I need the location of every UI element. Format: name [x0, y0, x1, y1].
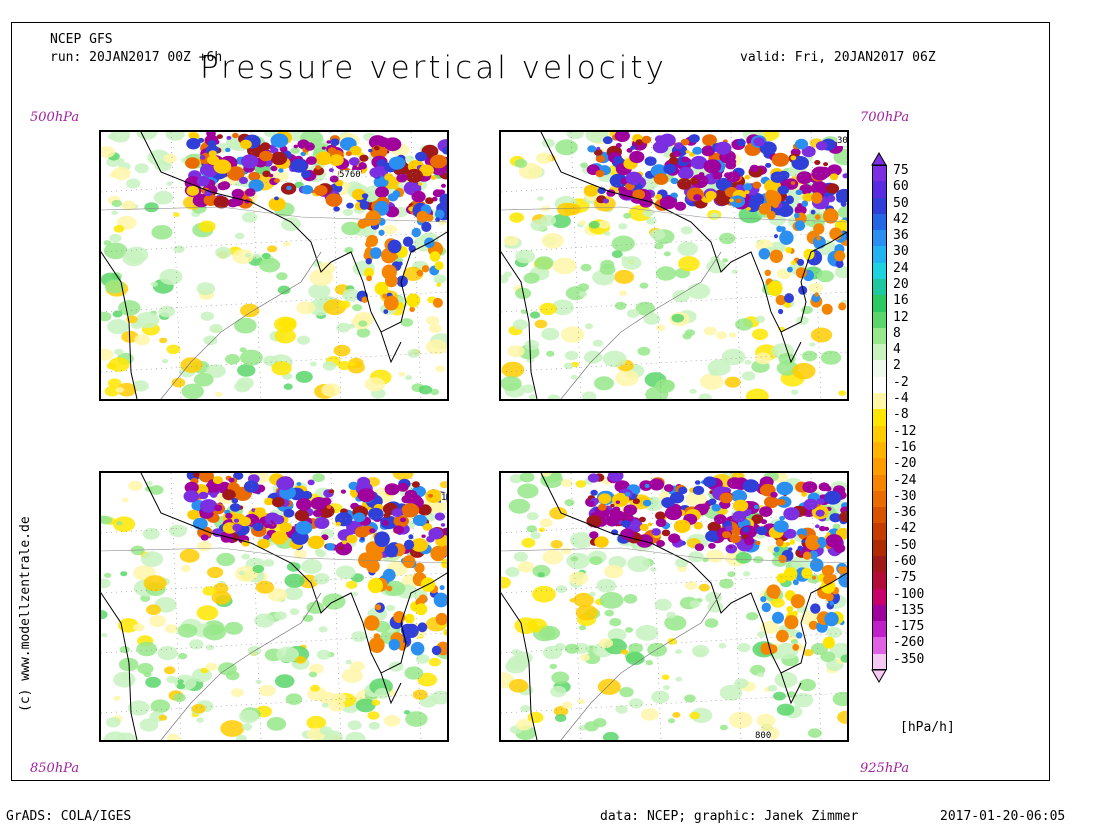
legend-label: 12	[893, 309, 909, 325]
legend-label: 20	[893, 277, 909, 293]
legend-swatch	[872, 165, 887, 182]
legend-label: -100	[893, 586, 925, 602]
legend-label: -8	[893, 407, 909, 423]
legend-label: 30	[893, 244, 909, 260]
legend-swatch	[872, 637, 887, 654]
legend-label: -50	[893, 537, 917, 553]
legend-label: -16	[893, 439, 917, 455]
footer-software: GrADS: COLA/IGES	[6, 809, 132, 824]
watermark: (c) www.modellzentrale.de	[18, 516, 33, 712]
contour-label: 30	[837, 136, 848, 146]
legend-swatch	[872, 490, 887, 508]
plot-frame	[11, 22, 1050, 781]
legend-swatch	[872, 295, 887, 312]
footer-timestamp: 2017-01-20-06:05	[940, 809, 1066, 824]
legend-swatch	[872, 327, 887, 345]
map-title: Pressure vertical velocity	[200, 50, 667, 86]
legend-swatch	[872, 604, 887, 622]
legend-swatch	[872, 588, 887, 605]
legend-swatch	[872, 458, 887, 475]
legend-label: 2	[893, 358, 901, 374]
legend-swatch	[872, 262, 887, 280]
legend-swatch	[872, 555, 887, 573]
legend-label: 8	[893, 325, 901, 341]
map-panel-850: 1	[99, 471, 449, 742]
legend-label: -30	[893, 488, 917, 504]
map-panel-925: 800	[499, 471, 849, 742]
contour-label: 800	[755, 731, 772, 741]
legend-swatch	[872, 474, 887, 491]
legend-swatch	[872, 507, 887, 524]
map-svg-700	[501, 132, 847, 399]
level-label-850: 850hPa	[30, 761, 80, 776]
run-info: run: 20JAN2017 00Z +6h	[50, 50, 223, 65]
level-label-700: 700hPa	[860, 110, 910, 125]
level-label-925: 925hPa	[860, 761, 910, 776]
model-name: NCEP GFS	[50, 32, 113, 47]
legend-swatch	[872, 376, 887, 394]
legend-swatch	[872, 311, 887, 328]
level-label-500: 500hPa	[30, 110, 80, 125]
legend-label: -4	[893, 391, 909, 407]
legend-label: -12	[893, 423, 917, 439]
legend-label: -2	[893, 374, 909, 390]
legend-swatch	[872, 653, 887, 670]
legend-swatch	[872, 425, 887, 442]
legend-swatch	[872, 409, 887, 426]
legend-label: 4	[893, 342, 901, 358]
legend-label: 50	[893, 195, 909, 211]
legend-unit: [hPa/h]	[900, 720, 955, 735]
legend-label: 75	[893, 163, 909, 178]
legend-label: -350	[893, 651, 925, 667]
footer-credit: data: NCEP; graphic: Janek Zimmer	[600, 809, 859, 824]
legend-swatch	[872, 197, 887, 214]
legend-swatch	[872, 572, 887, 589]
legend-swatch	[872, 441, 887, 459]
legend-label: 24	[893, 260, 909, 276]
contour-label: 1	[441, 493, 447, 503]
legend-swatch	[872, 621, 887, 638]
legend-label: 42	[893, 211, 909, 227]
legend-swatch	[872, 523, 887, 540]
valid-time: valid: Fri, 20JAN2017 06Z	[740, 50, 936, 65]
legend-label: -175	[893, 619, 925, 635]
legend-label: 36	[893, 228, 909, 244]
map-svg-925	[501, 473, 847, 740]
legend-label: -260	[893, 635, 925, 651]
map-svg-500	[101, 132, 447, 399]
legend-swatch	[872, 279, 887, 296]
map-panel-700: 30	[499, 130, 849, 401]
legend-label: 16	[893, 293, 909, 309]
legend-label: -36	[893, 505, 917, 521]
legend-label: -20	[893, 456, 917, 472]
legend-swatch	[872, 539, 887, 556]
legend-swatch	[872, 213, 887, 231]
legend-swatch	[872, 393, 887, 410]
map-svg-850	[101, 473, 447, 740]
legend-label: -135	[893, 602, 925, 618]
legend-label: -24	[893, 472, 917, 488]
legend-label: -75	[893, 570, 917, 586]
legend-swatch	[872, 181, 887, 198]
legend-label: -60	[893, 553, 917, 569]
legend-label: -42	[893, 521, 917, 537]
contour-label: 5760	[339, 170, 361, 180]
legend-swatch	[872, 344, 887, 361]
legend-swatch	[872, 246, 887, 263]
map-panel-500: 5760	[99, 130, 449, 401]
legend-swatch	[872, 230, 887, 247]
legend-swatch	[872, 360, 887, 377]
legend-label: 60	[893, 179, 909, 195]
